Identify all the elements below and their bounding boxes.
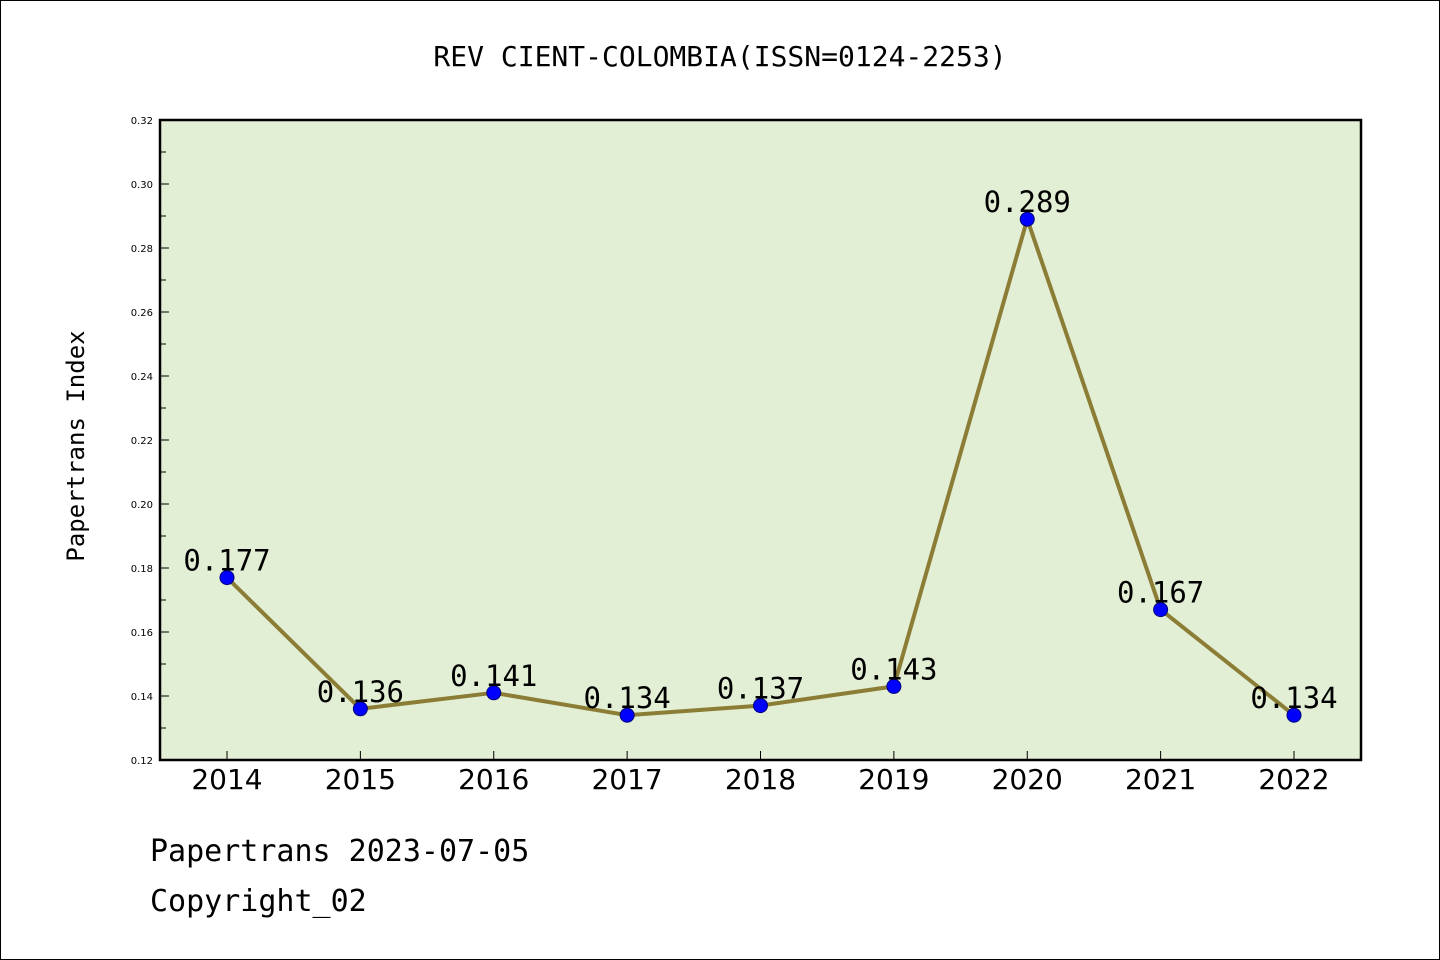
y-tick-label: 0.26 <box>131 308 153 319</box>
y-tick-label: 0.22 <box>131 436 153 447</box>
x-tick-label: 2019 <box>858 763 929 796</box>
data-labels: 0.177 0.136 0.141 0.134 0.137 0.143 0.289 0.167… <box>183 185 1337 715</box>
y-tick-label: 0.32 <box>131 116 153 127</box>
y-tick-label: 0.16 <box>131 628 153 639</box>
data-point <box>886 678 902 694</box>
x-tick-label: 2016 <box>458 763 529 796</box>
data-point <box>753 698 768 714</box>
y-axis-label: Papertrans Index <box>62 330 90 561</box>
data-label: 0.141 <box>450 659 537 693</box>
x-tick-label: 2020 <box>992 763 1063 796</box>
data-label: 0.136 <box>317 675 404 709</box>
chart-title: REV CIENT-COLOMBIA(ISSN=0124-2253) <box>433 40 1006 73</box>
y-tick-label: 0.20 <box>131 500 153 511</box>
plot-area <box>158 118 1363 762</box>
data-label: 0.134 <box>1250 681 1337 715</box>
footer-copyright: Copyright_02 <box>150 884 367 919</box>
y-axis-ticks: 0.12 0.14 0.16 0.18 0.20 0.22 0.24 0.26 0.28 0.30… <box>131 116 169 767</box>
data-label: 0.137 <box>717 672 804 706</box>
x-axis-ticks: 2014 2015 2016 2017 2018 2019 2020 2021 2022 <box>191 751 1330 796</box>
data-point <box>1286 707 1302 723</box>
data-point <box>619 707 635 723</box>
x-tick-label: 2018 <box>725 763 796 796</box>
data-point <box>352 701 368 717</box>
x-tick-label: 2021 <box>1125 763 1196 796</box>
y-tick-label: 0.14 <box>131 692 153 703</box>
y-tick-label: 0.18 <box>131 564 153 575</box>
data-point <box>1153 602 1169 618</box>
data-point <box>219 570 235 586</box>
x-tick-label: 2014 <box>191 763 262 796</box>
x-tick-label: 2015 <box>325 763 396 796</box>
data-label: 0.134 <box>583 681 670 715</box>
x-tick-label: 2022 <box>1258 763 1329 796</box>
footer-date: Papertrans 2023-07-05 <box>150 834 530 869</box>
data-label: 0.289 <box>984 185 1071 219</box>
y-tick-label: 0.24 <box>131 372 153 383</box>
series <box>219 211 1302 723</box>
y-tick-label: 0.28 <box>131 244 153 255</box>
y-tick-label: 0.30 <box>131 180 153 191</box>
data-label: 0.143 <box>850 652 937 686</box>
data-label: 0.177 <box>183 544 270 578</box>
data-point <box>486 685 502 701</box>
y-tick-label: 0.12 <box>131 756 153 767</box>
x-tick-label: 2017 <box>591 763 662 796</box>
data-point <box>1019 211 1035 227</box>
data-label: 0.167 <box>1117 576 1204 610</box>
